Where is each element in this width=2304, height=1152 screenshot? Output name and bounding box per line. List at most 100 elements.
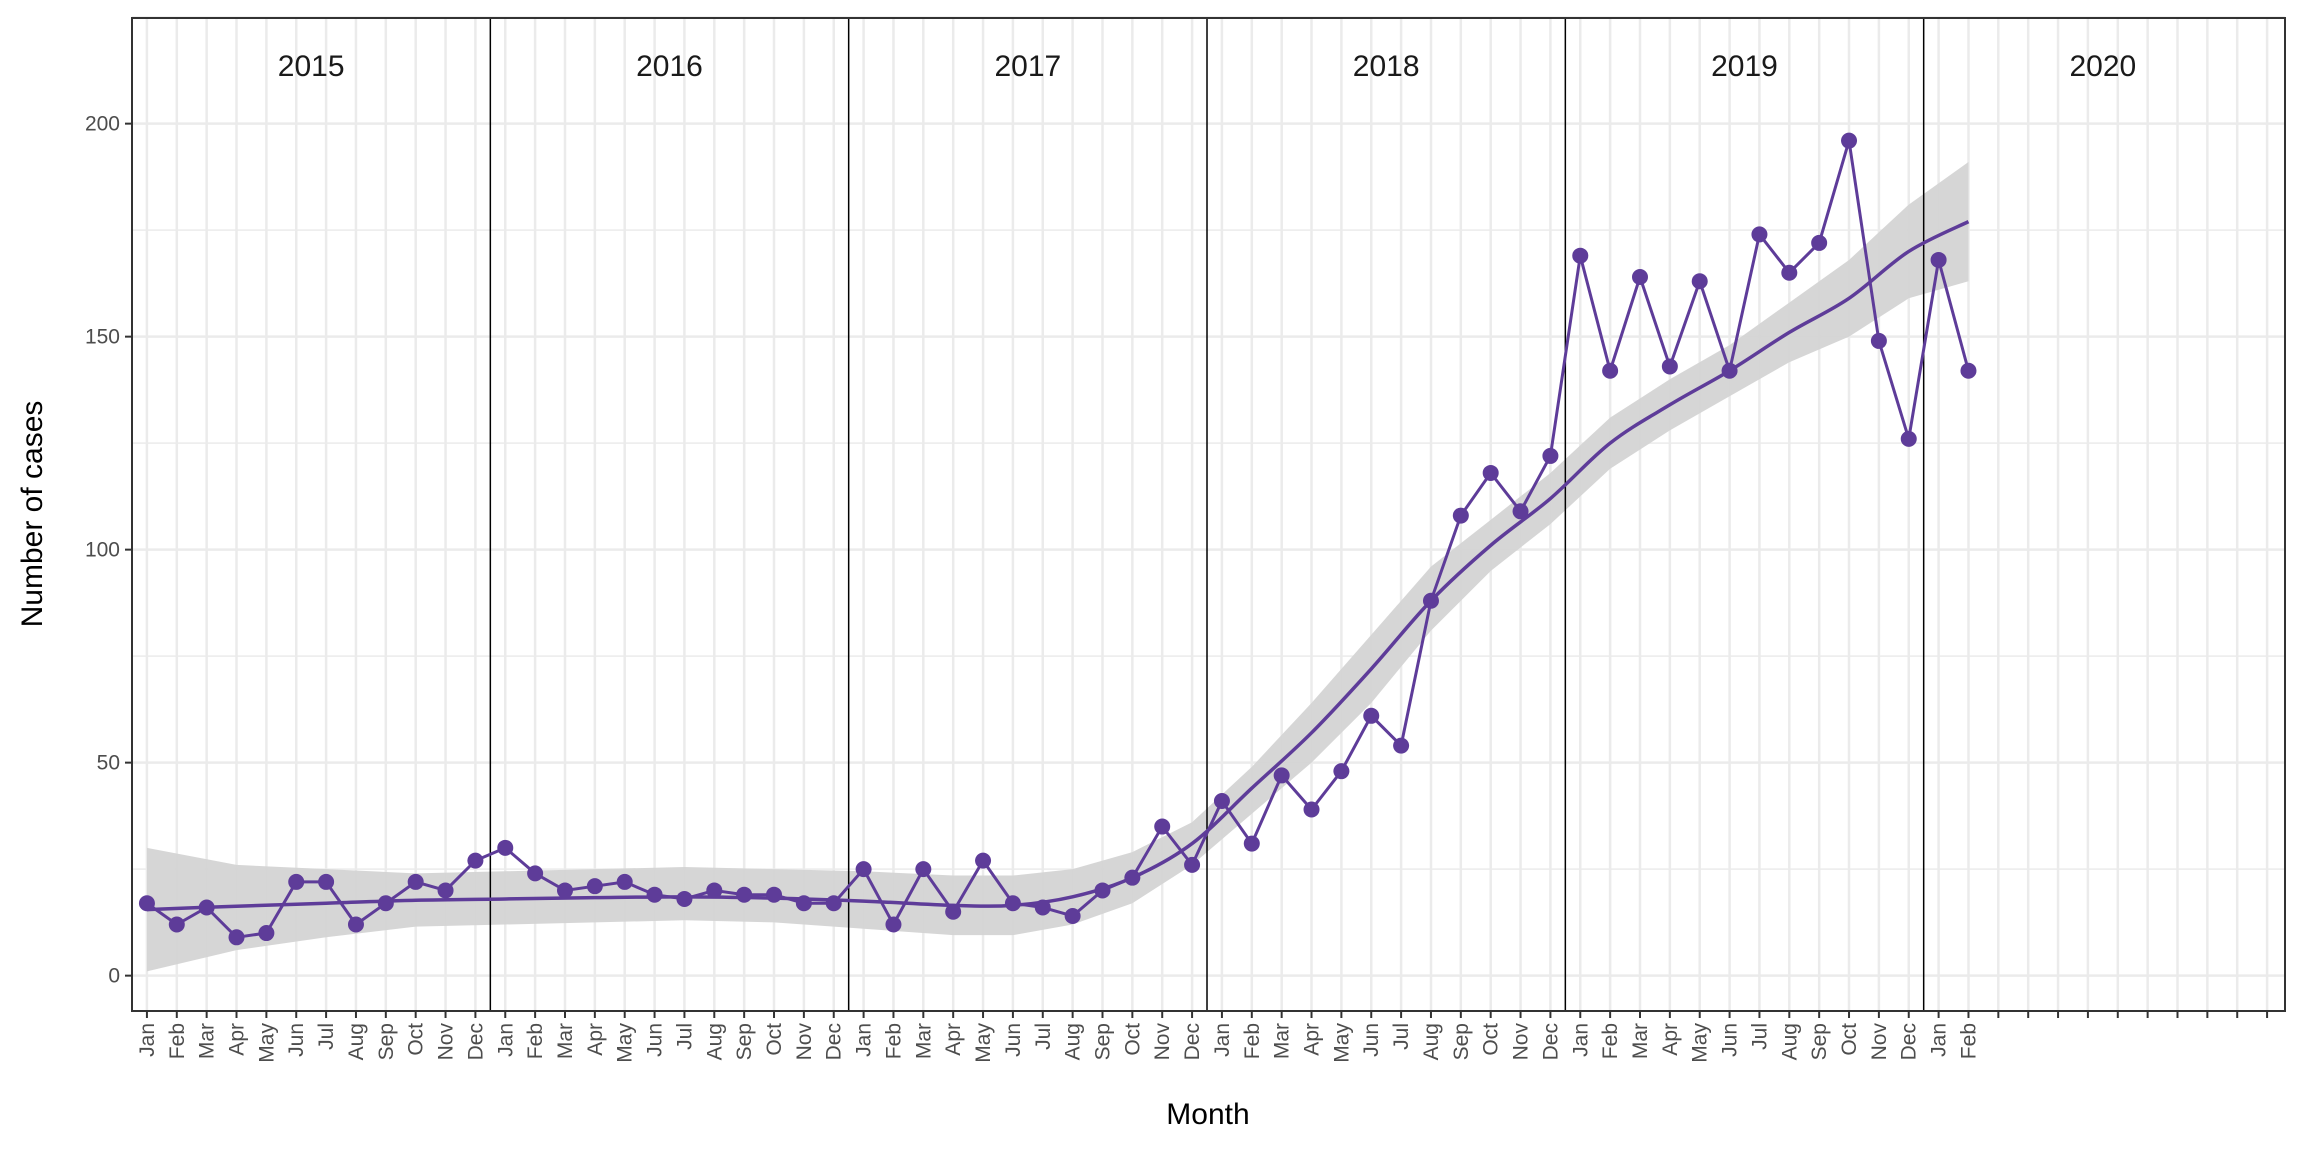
y-tick-label: 50: [97, 752, 120, 775]
x-axis: Jan Feb Mar Apr May Jun Jul Aug Sep Oct Nov Dec Jan F…: [136, 1011, 2269, 1063]
data-point: [288, 873, 305, 890]
data-point: [1124, 869, 1141, 886]
series-group: [138, 132, 1977, 946]
x-tick-label: Mar: [1271, 1023, 1294, 1059]
x-tick-label: Oct: [1121, 1023, 1144, 1056]
confidence-ribbon: [146, 161, 1969, 972]
x-tick-label: Nov: [1868, 1023, 1891, 1061]
data-point: [1184, 856, 1201, 873]
data-point: [1721, 362, 1738, 379]
data-point: [1751, 226, 1768, 243]
series-line: [146, 140, 1970, 939]
data-point: [407, 873, 424, 890]
x-tick-label: Jul: [315, 1023, 338, 1050]
x-tick-label: Jun: [644, 1023, 667, 1057]
x-tick-label: Sep: [1808, 1023, 1831, 1060]
data-point: [318, 873, 335, 890]
x-tick-label: Sep: [375, 1023, 398, 1060]
data-point: [527, 865, 544, 882]
x-tick-label: May: [1689, 1023, 1712, 1063]
data-point: [168, 916, 185, 933]
data-point: [1154, 818, 1171, 835]
data-point: [1303, 801, 1320, 818]
data-point: [1243, 835, 1260, 852]
data-point: [825, 895, 842, 912]
data-point: [1094, 882, 1111, 899]
data-point: [1811, 234, 1828, 251]
data-point: [676, 890, 693, 907]
data-point: [885, 916, 902, 933]
x-tick-label: Sep: [1450, 1023, 1473, 1060]
data-point: [1422, 592, 1439, 609]
data-point: [1273, 767, 1290, 784]
x-tick-label: Jul: [673, 1023, 696, 1050]
y-tick-label: 100: [85, 539, 120, 562]
data-point: [586, 878, 603, 895]
year-label: 2018: [1353, 50, 1420, 83]
year-label: 2017: [994, 50, 1061, 83]
y-axis: 0 50 100 150 200: [85, 113, 132, 988]
data-point: [138, 895, 155, 912]
data-point: [736, 886, 753, 903]
x-tick-label: Feb: [1599, 1023, 1622, 1059]
x-tick-label: Dec: [464, 1023, 487, 1060]
data-point: [616, 873, 633, 890]
data-point: [1542, 447, 1559, 464]
x-tick-label: Feb: [166, 1023, 189, 1059]
data-point: [1900, 430, 1917, 447]
x-tick-label: Apr: [1659, 1023, 1682, 1056]
x-tick-label: Jan: [1569, 1023, 1592, 1057]
x-tick-label: Nov: [1510, 1023, 1533, 1061]
x-tick-label: Feb: [882, 1023, 905, 1059]
x-tick-label: Mar: [554, 1023, 577, 1059]
x-tick-label: May: [614, 1023, 637, 1063]
x-tick-label: Dec: [1898, 1023, 1921, 1060]
data-point: [1602, 362, 1619, 379]
x-tick-label: Mar: [196, 1023, 219, 1059]
x-tick-label: Apr: [942, 1023, 965, 1056]
data-point: [1333, 763, 1350, 780]
x-tick-label: Sep: [1091, 1023, 1114, 1060]
data-point: [1452, 507, 1469, 524]
data-point: [1870, 332, 1887, 349]
y-tick-label: 150: [85, 326, 120, 349]
x-tick-label: Feb: [1957, 1023, 1980, 1059]
year-label: 2015: [278, 50, 345, 83]
data-point: [198, 899, 215, 916]
data-point: [258, 925, 275, 942]
x-tick-label: Oct: [1480, 1023, 1503, 1056]
data-point: [706, 882, 723, 899]
data-point: [1781, 264, 1798, 281]
x-tick-label: Jan: [1928, 1023, 1951, 1057]
data-point: [945, 903, 962, 920]
grid: [132, 16, 2285, 1011]
y-tick-label: 0: [108, 965, 120, 988]
data-point: [377, 895, 394, 912]
x-tick-label: May: [1330, 1023, 1353, 1063]
x-tick-label: Jul: [1032, 1023, 1055, 1050]
data-point: [347, 916, 364, 933]
x-tick-label: Jan: [494, 1023, 517, 1057]
x-tick-label: Nov: [1151, 1023, 1174, 1061]
data-point: [467, 852, 484, 869]
x-tick-label: Jun: [1719, 1023, 1742, 1057]
x-tick-label: Oct: [1838, 1023, 1861, 1056]
data-point: [1512, 503, 1529, 520]
x-axis-title: Month: [1166, 1098, 1249, 1131]
x-tick-label: Aug: [345, 1023, 368, 1060]
x-tick-label: Jan: [853, 1023, 876, 1057]
x-tick-label: Dec: [1181, 1023, 1204, 1060]
year-labels: 2015 2016 2017 2018 2019 2020: [278, 50, 2136, 83]
data-point: [1393, 737, 1410, 754]
x-tick-label: May: [255, 1023, 278, 1063]
x-tick-label: Dec: [823, 1023, 846, 1060]
data-point: [228, 929, 245, 946]
data-point: [1034, 899, 1051, 916]
data-point: [1841, 132, 1858, 149]
x-tick-label: Aug: [1420, 1023, 1443, 1060]
x-tick-label: Jan: [136, 1023, 159, 1057]
x-tick-label: Jun: [1360, 1023, 1383, 1057]
x-tick-label: Nov: [793, 1023, 816, 1061]
x-tick-label: Jun: [285, 1023, 308, 1057]
